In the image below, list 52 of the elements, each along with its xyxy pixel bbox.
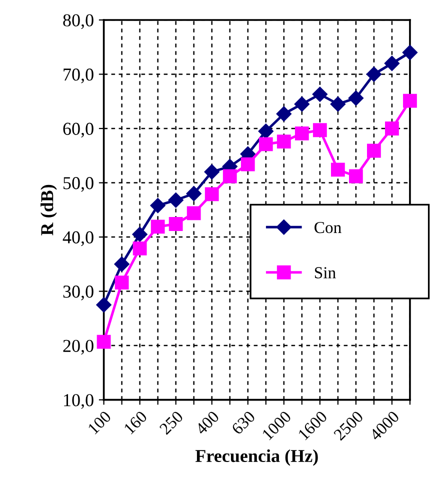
point	[294, 126, 309, 140]
x-tick-label: 4000	[368, 410, 400, 442]
legend-label: Sin	[314, 267, 336, 278]
x-tick-label: 630	[231, 410, 256, 436]
point	[348, 90, 364, 106]
y-tick-label: 10,0	[64, 394, 94, 409]
point	[168, 192, 184, 208]
x-tick-label: 160	[124, 410, 148, 434]
point	[258, 124, 274, 139]
y-tick-label: 40,0	[62, 231, 94, 246]
legend-label: Con	[314, 222, 342, 234]
point	[294, 96, 310, 112]
point	[240, 157, 255, 172]
point	[114, 256, 130, 272]
point	[168, 217, 183, 231]
point	[96, 297, 112, 312]
x-axis-title: Frecuencia (Hz)	[195, 449, 318, 466]
x-tick-label: 100	[88, 410, 112, 434]
point	[330, 96, 346, 112]
point	[276, 106, 292, 122]
y-tick-label: 80,0	[63, 14, 94, 30]
point	[222, 169, 237, 184]
point	[204, 187, 219, 202]
y-tick-label: 60,0	[63, 122, 94, 138]
point	[385, 122, 399, 136]
point	[150, 220, 165, 234]
point	[366, 66, 382, 82]
point	[204, 164, 220, 180]
point	[150, 198, 166, 214]
point	[384, 56, 400, 71]
y-axis-title: R (dB)	[40, 184, 57, 236]
y-tick-label: 30,0	[63, 286, 94, 300]
y-tick-label: 70,0	[64, 68, 94, 84]
point	[367, 144, 381, 158]
point	[96, 334, 111, 349]
point	[258, 137, 273, 152]
point	[132, 226, 148, 242]
point	[186, 186, 202, 202]
y-tick-label: 50,0	[64, 177, 94, 192]
y-tick-label: 20,0	[63, 340, 94, 355]
point	[402, 44, 418, 60]
point	[114, 276, 129, 290]
point	[330, 162, 345, 177]
point	[312, 123, 327, 138]
point	[132, 241, 147, 256]
x-tick-label: 400	[194, 410, 220, 436]
point	[276, 134, 291, 148]
point	[186, 206, 201, 220]
x-tick-label: 250	[159, 410, 184, 436]
point	[403, 94, 417, 108]
point	[348, 169, 363, 184]
point	[312, 86, 328, 102]
